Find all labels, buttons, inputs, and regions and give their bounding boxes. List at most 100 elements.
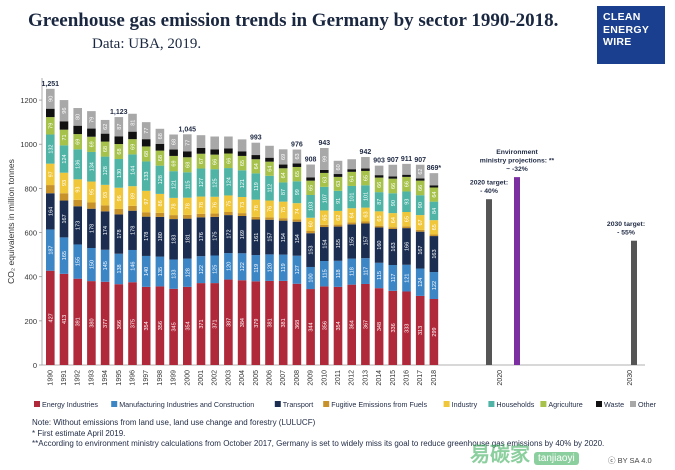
bar-segment [320, 227, 329, 262]
bar-segment [347, 258, 356, 285]
segment-value-label: 117 [363, 267, 369, 276]
legend-label: Households [496, 400, 534, 409]
bar-segment [224, 253, 233, 280]
bar-segment [169, 288, 178, 365]
bar-segment [128, 113, 137, 132]
bar-segment [415, 268, 425, 296]
segment-value-label: 117 [391, 274, 397, 283]
segment-value-label: 178 [117, 229, 123, 238]
segment-value-label: 65 [322, 215, 328, 221]
bar-segment [155, 216, 165, 257]
bar-segment [429, 220, 439, 235]
segment-value-label: 76 [268, 206, 274, 212]
segment-value-label: 68 [103, 146, 109, 152]
segment-value-label: 128 [103, 166, 109, 175]
bar-segment [169, 219, 178, 260]
bar-segment [155, 150, 165, 166]
segment-value-label: 176 [199, 232, 205, 241]
segment-value-label: 86 [158, 200, 164, 206]
bar-segment [361, 283, 370, 365]
segment-value-label: 371 [199, 319, 205, 328]
bar-segment [388, 213, 398, 228]
segment-value-label: 366 [117, 320, 123, 329]
bar-segment [210, 283, 219, 365]
x-tick-label: 1994 [102, 370, 109, 386]
bar-segment [374, 165, 384, 176]
bar-segment [292, 163, 302, 167]
segment-value-label: 146 [131, 262, 137, 271]
segment-value-label: 174 [103, 226, 109, 235]
bar-segment [251, 199, 261, 217]
bar-segment [265, 161, 274, 176]
segment-value-label: 67 [199, 158, 205, 164]
bar-segment [402, 226, 411, 229]
segment-value-label: 163 [432, 249, 438, 258]
bar-segment [114, 214, 124, 254]
bar-segment [100, 249, 110, 282]
x-tick-label: 2002 [212, 370, 219, 386]
bar-segment [183, 157, 192, 173]
segment-value-label: 121 [172, 180, 178, 189]
bar-segment [59, 172, 69, 194]
segment-value-label: 155 [350, 237, 356, 246]
segment-value-label: 77 [185, 140, 191, 146]
segment-value-label: 78 [199, 202, 205, 208]
bar-segment [361, 258, 370, 284]
segment-value-label: 122 [199, 265, 205, 274]
segment-value-label: 63 [322, 177, 328, 183]
segment-value-label: 107 [322, 194, 328, 203]
bar-segment [292, 283, 302, 365]
segment-value-label: 125 [213, 265, 219, 274]
bar-segment [278, 280, 288, 365]
target-label: ministry projections: ** [480, 158, 555, 165]
legend-swatch [111, 401, 118, 407]
segment-value-label: 155 [336, 239, 342, 248]
bar-segment [320, 147, 329, 170]
segment-value-label: 144 [131, 166, 137, 175]
footnote: **According to environment ministry calc… [32, 439, 605, 448]
segment-value-label: 119 [281, 263, 287, 272]
bar-segment [183, 214, 192, 219]
bar-segment [361, 221, 370, 224]
x-tick-label: 1990 [47, 370, 54, 386]
segment-value-label: 78 [254, 205, 260, 211]
segment-value-label: 65 [405, 216, 411, 222]
bar-segment [251, 281, 261, 365]
bar-segment [169, 197, 178, 216]
segment-value-label: 93 [62, 180, 68, 186]
bar-segment [128, 131, 137, 140]
segment-value-label: 381 [268, 318, 274, 327]
bar-segment [59, 200, 69, 238]
bar-segment [114, 187, 124, 209]
bar-segment [374, 227, 384, 263]
logo-line: CLEAN [603, 11, 641, 23]
segment-value-label: 97 [144, 198, 150, 204]
segment-value-label: 138 [117, 264, 123, 273]
target-label: ~ -32% [506, 166, 528, 173]
bar-segment [306, 195, 315, 218]
target-label: Environment [496, 149, 538, 156]
bar-segment [114, 253, 124, 285]
legend-label: Fugitive Emissions from Fuels [331, 400, 427, 409]
logo-line: ENERGY [603, 23, 650, 36]
segment-value-label: 161 [254, 233, 260, 242]
bar-segment [292, 203, 302, 220]
bar-segment [210, 149, 219, 155]
total-label: 943 [318, 140, 330, 147]
bar-segment [306, 164, 315, 178]
bar-segment [347, 208, 356, 223]
bar-segment [155, 286, 165, 365]
bar-segment [429, 201, 439, 221]
bar-segment [333, 226, 343, 261]
x-tick-label: 2011 [335, 370, 342, 385]
target-bar [514, 177, 520, 365]
segment-value-label: 157 [268, 232, 274, 241]
bar-segment [251, 219, 261, 256]
segment-value-label: 371 [213, 319, 219, 328]
x-tick-label: 2004 [239, 370, 246, 386]
target-label: - 40% [480, 188, 498, 195]
total-label: 1,045 [179, 126, 197, 133]
bar-segment [402, 191, 411, 213]
bar-segment [333, 160, 343, 175]
bar-segment [224, 148, 233, 154]
